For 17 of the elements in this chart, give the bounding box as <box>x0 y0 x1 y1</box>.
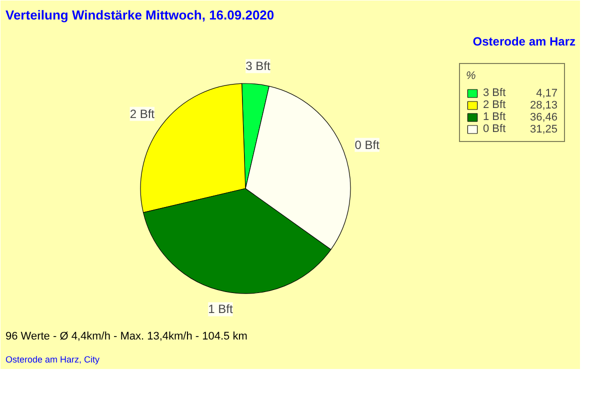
legend-label: 0 Bft <box>483 123 506 135</box>
chart-subtitle: Osterode am Harz <box>472 34 576 48</box>
data-label: 36,46 <box>530 112 558 124</box>
text: Osterode am Harz, City <box>6 354 100 364</box>
legend-label: 1 Bft <box>483 111 506 123</box>
legend-title: % <box>466 70 477 82</box>
slice-label: 2 Bft <box>130 106 156 121</box>
slice-label: 0 Bft <box>354 138 380 152</box>
data-label: 28,13 <box>530 100 558 112</box>
chart-title: Verteilung Windstärke Mittwoch, 16.09.2020 <box>6 8 274 22</box>
slice-label: 1 Bft <box>208 302 234 316</box>
legend-label: 2 Bft <box>483 99 506 111</box>
legend-label: 3 Bft <box>483 87 506 99</box>
slice-label: 3 Bft <box>246 59 271 74</box>
data-label: 31,25 <box>530 124 558 136</box>
data-label: 4,17 <box>536 88 558 100</box>
text: 96 Werte - Ø 4,4km/h - Max. 13,4km/h - 104.5 km <box>6 330 248 342</box>
